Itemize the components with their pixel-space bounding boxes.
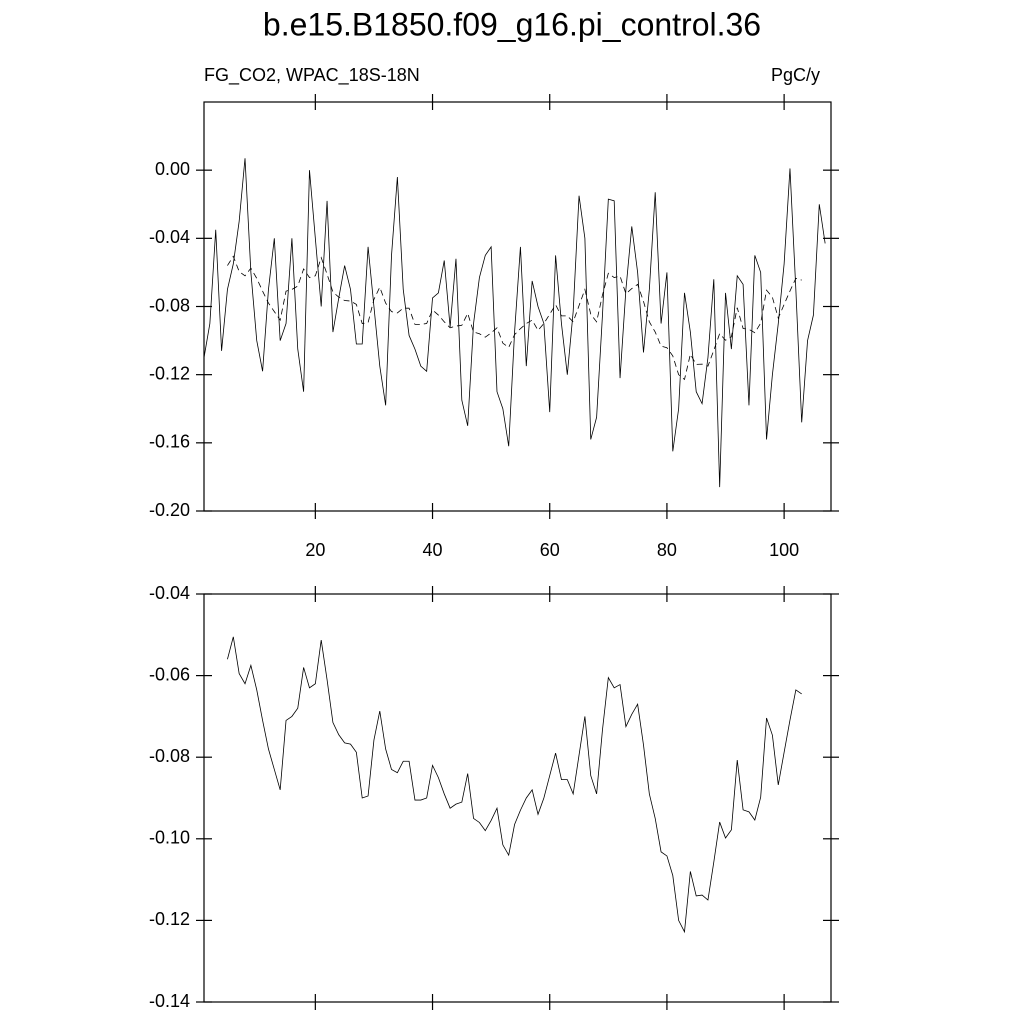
x-tick-label: 80	[657, 540, 677, 560]
y-tick-label: -0.12	[149, 363, 190, 383]
subtitle-left: FG_CO2, WPAC_18S-18N	[204, 65, 420, 86]
x-tick-label: 40	[423, 540, 443, 560]
subtitle-right: PgC/y	[771, 65, 820, 85]
x-tick-label: 100	[769, 540, 799, 560]
y-tick-label: -0.10	[149, 828, 190, 848]
y-tick-label: -0.20	[149, 500, 190, 520]
plot-frame	[203, 101, 832, 512]
y-tick-label: -0.12	[149, 909, 190, 929]
x-tick-label: 20	[305, 540, 325, 560]
y-tick-label: -0.04	[149, 227, 190, 247]
y-tick-label: 0.00	[155, 159, 190, 179]
y-tick-label: -0.08	[149, 295, 190, 315]
y-tick-label: -0.14	[149, 991, 190, 1011]
x-tick-label: 60	[540, 540, 560, 560]
y-tick-label: -0.16	[149, 432, 190, 452]
y-tick-label: -0.08	[149, 746, 190, 766]
series-line	[203, 158, 826, 488]
y-tick-label: -0.04	[149, 583, 190, 603]
series-line	[227, 636, 802, 934]
y-tick-label: -0.06	[149, 664, 190, 684]
plot-frame	[203, 593, 832, 1003]
series-line	[227, 255, 802, 381]
chart-title: b.e15.B1850.f09_g16.pi_control.36	[263, 6, 761, 42]
